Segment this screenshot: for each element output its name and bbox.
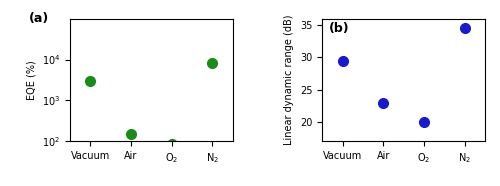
Y-axis label: Linear dynamic range (dB): Linear dynamic range (dB) [284,15,294,145]
Text: (a): (a) [30,12,50,25]
Y-axis label: EQE (%): EQE (%) [26,60,36,100]
Text: (b): (b) [329,22,349,35]
